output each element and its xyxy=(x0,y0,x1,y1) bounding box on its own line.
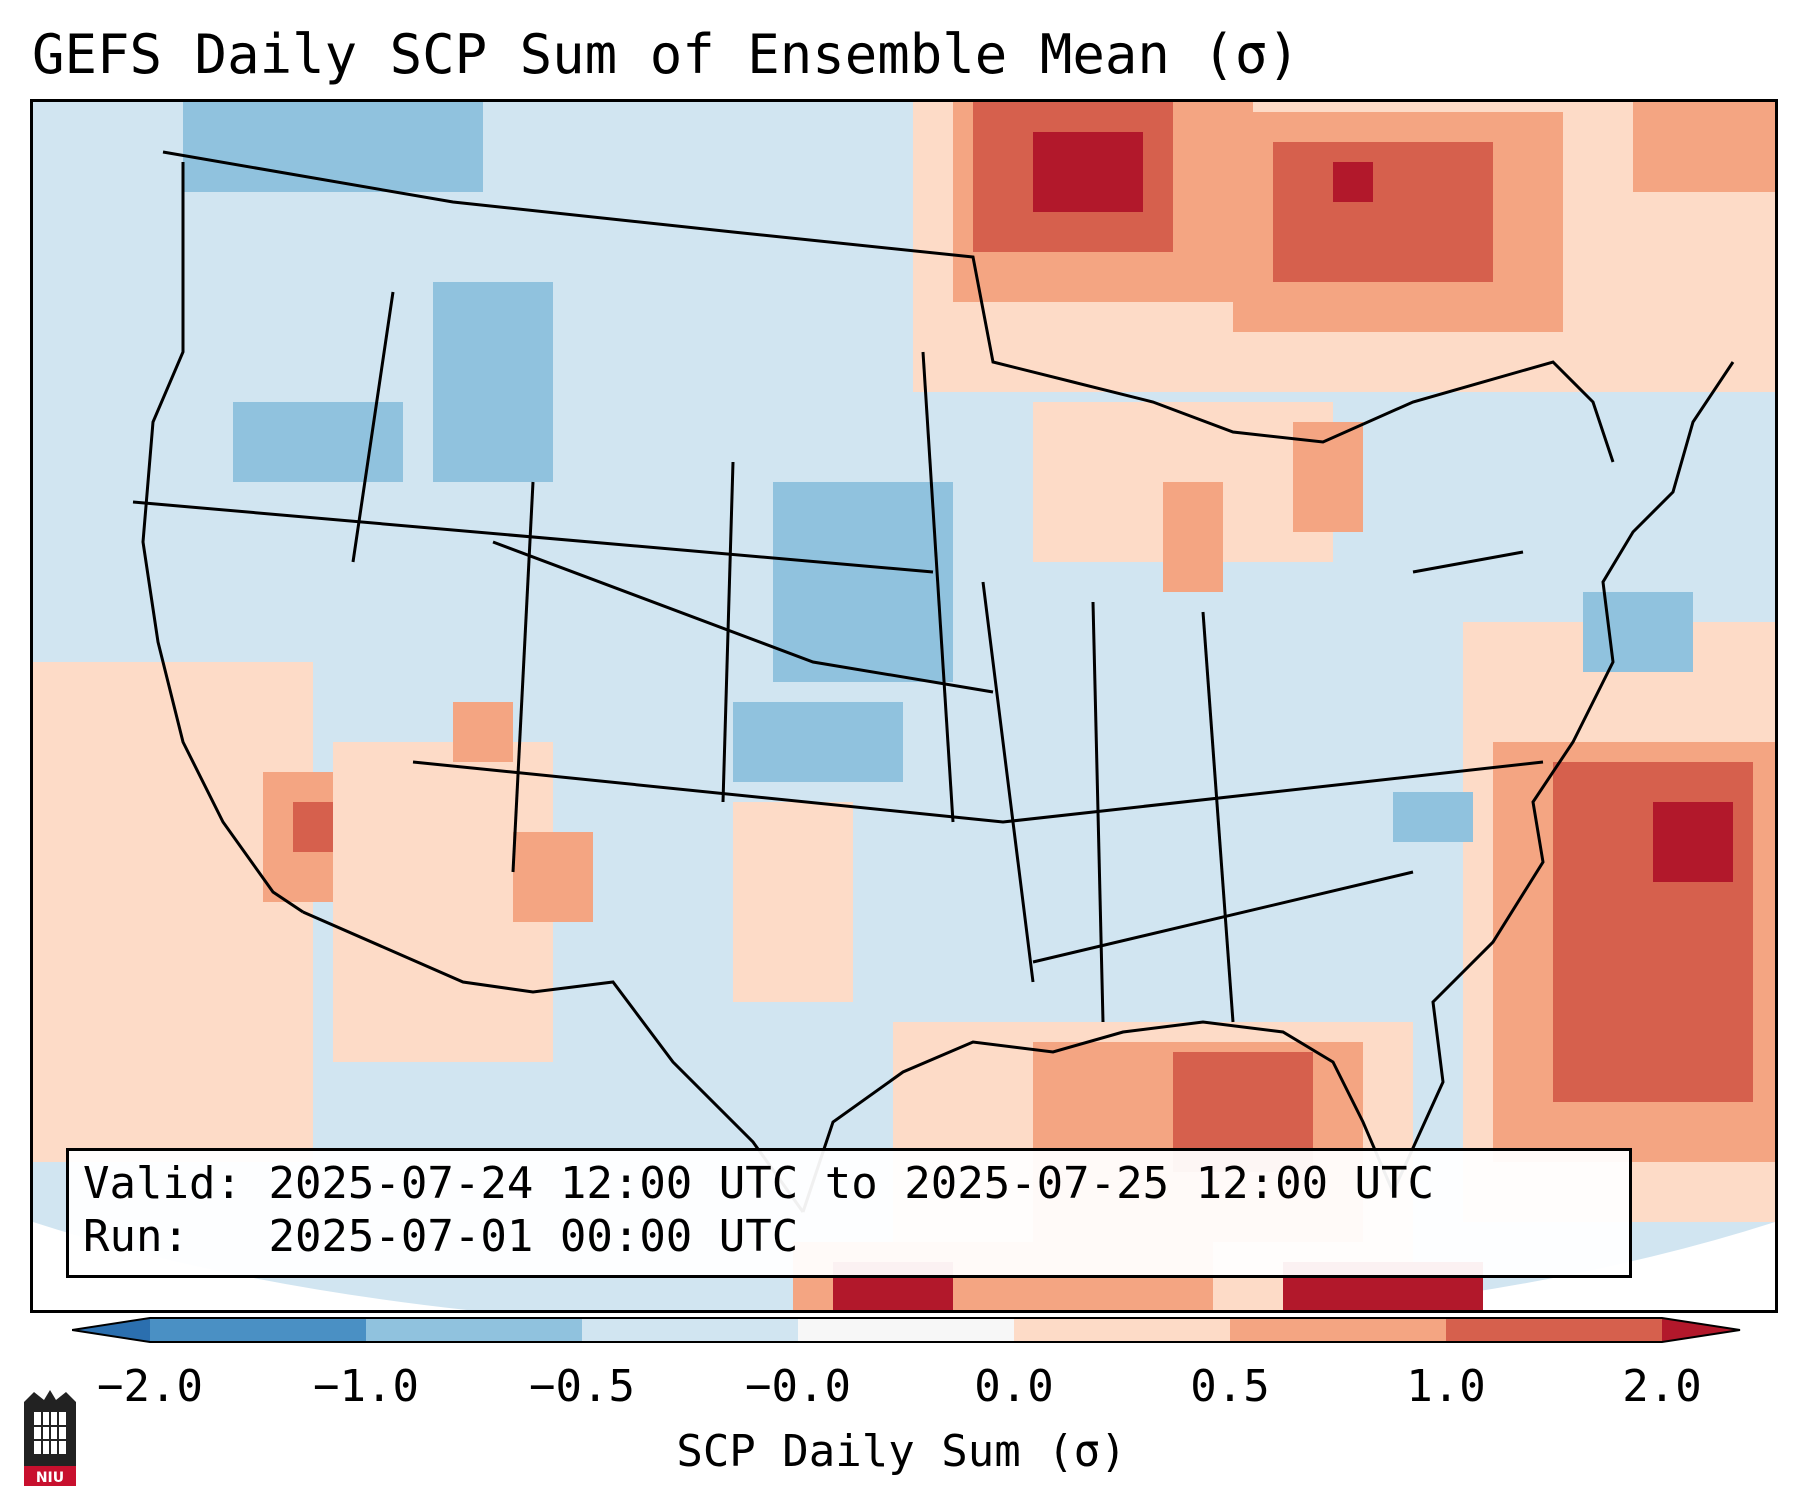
colorbar-bin-1 xyxy=(150,1318,366,1342)
valid-value: 2025-07-24 12:00 UTC to 2025-07-25 12:00… xyxy=(268,1158,1435,1209)
state-boundaries xyxy=(132,150,1735,1213)
run-row: Run: 2025-07-01 00:00 UTC xyxy=(83,1210,1615,1263)
tick-label: 0.5 xyxy=(1190,1361,1270,1412)
colorbar-bin-3 xyxy=(582,1318,798,1342)
svg-text:NIU: NIU xyxy=(36,1470,64,1486)
tick-label: −2.0 xyxy=(97,1361,203,1412)
tick-label: −0.5 xyxy=(529,1361,635,1412)
valid-time-box: Valid: 2025-07-24 12:00 UTC to 2025-07-2… xyxy=(66,1148,1632,1278)
colorbar-label: SCP Daily Sum (σ) xyxy=(676,1426,1127,1477)
run-value: 2025-07-01 00:00 UTC xyxy=(268,1211,799,1262)
tick-label: −1.0 xyxy=(313,1361,419,1412)
colorbar-bin-5 xyxy=(1014,1318,1230,1342)
niu-logo-icon: NIU xyxy=(24,1390,76,1486)
scp-map xyxy=(33,102,1775,1310)
colorbar-outline xyxy=(72,1317,1741,1343)
valid-row: Valid: 2025-07-24 12:00 UTC to 2025-07-2… xyxy=(83,1157,1615,1210)
colorbar-extend-high xyxy=(1662,1318,1740,1342)
valid-label: Valid: xyxy=(83,1158,242,1209)
colorbar xyxy=(72,1317,1741,1343)
colorbar-bin-4 xyxy=(798,1318,1014,1342)
colorbar-extend-low xyxy=(72,1318,150,1342)
map-panel[interactable] xyxy=(30,99,1778,1313)
tick-label: 0.0 xyxy=(974,1361,1054,1412)
colorbar-bin-2 xyxy=(366,1318,582,1342)
colorbar-bin-7 xyxy=(1446,1318,1662,1342)
colorbar-bin-6 xyxy=(1230,1318,1446,1342)
tick-label: −0.0 xyxy=(745,1361,851,1412)
tick-label: 2.0 xyxy=(1622,1361,1702,1412)
chart-title: GEFS Daily SCP Sum of Ensemble Mean (σ) xyxy=(32,23,1300,86)
tick-label: 1.0 xyxy=(1406,1361,1486,1412)
run-label: Run: xyxy=(83,1211,189,1262)
